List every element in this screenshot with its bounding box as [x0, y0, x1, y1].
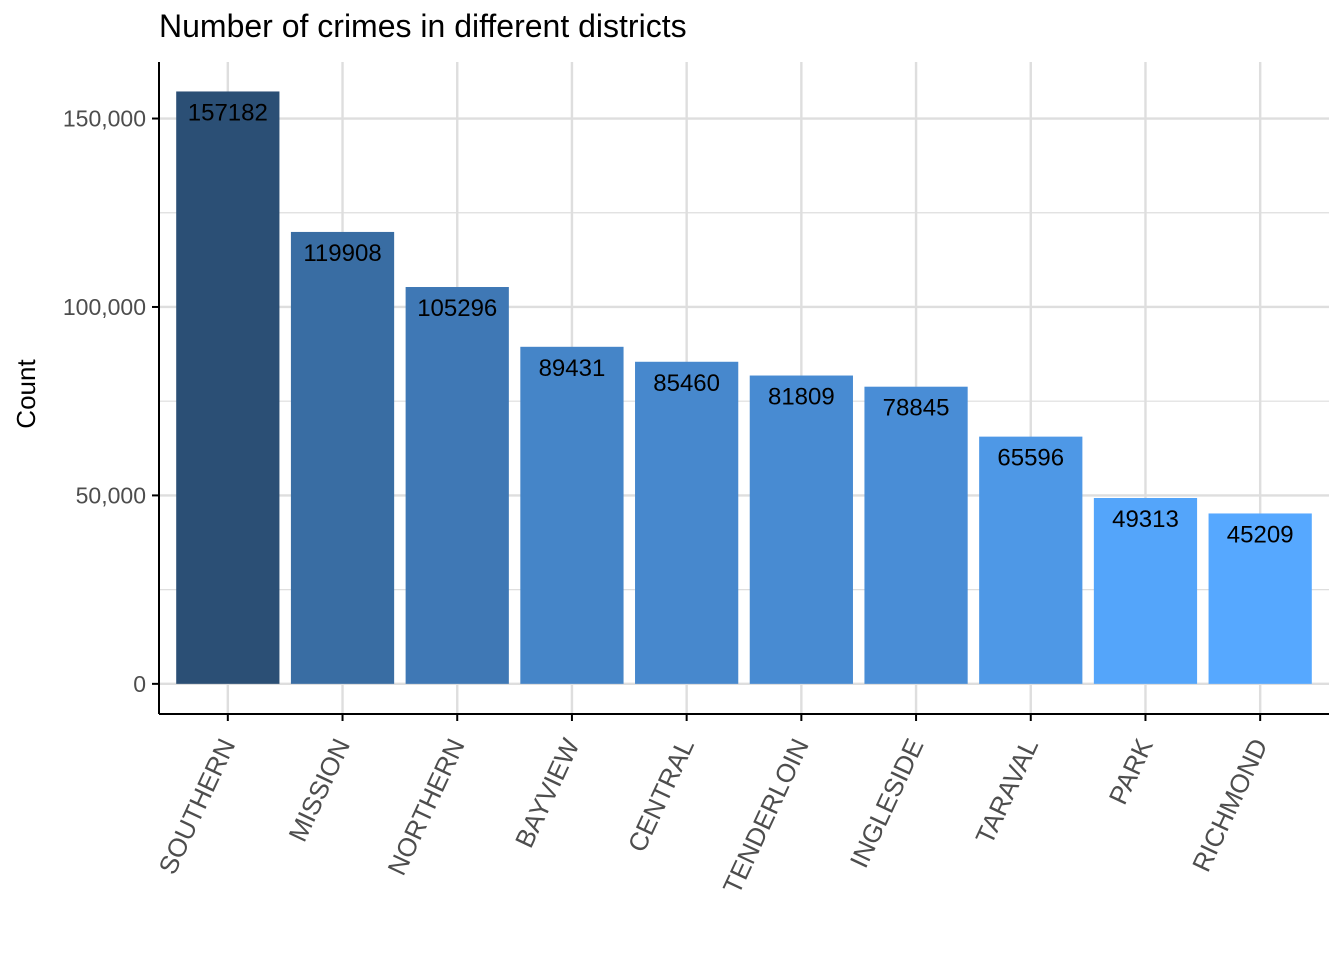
- bar-value-label: 78845: [883, 395, 950, 422]
- bar-value-label: 89431: [539, 355, 606, 382]
- chart-title: Number of crimes in different districts: [159, 8, 687, 44]
- x-tick-label-ingleside: INGLESIDE: [844, 734, 930, 872]
- x-tick-label-richmond: RICHMOND: [1186, 734, 1274, 876]
- x-tick-label-southern: SOUTHERN: [152, 734, 241, 879]
- x-tick-label-central: CENTRAL: [622, 734, 700, 857]
- bar-ingleside[interactable]: [864, 386, 968, 684]
- bar-value-label: 119908: [303, 240, 381, 267]
- bar-taraval[interactable]: [979, 436, 1083, 684]
- x-tick-label-northern: NORTHERN: [381, 734, 470, 880]
- y-tick-label: 150,000: [63, 106, 146, 132]
- x-tick-label-taraval: TARAVAL: [969, 734, 1044, 849]
- bar-value-label: 157182: [188, 99, 268, 126]
- bar-central[interactable]: [635, 361, 739, 684]
- bar-southern[interactable]: [176, 91, 280, 684]
- bar-value-label: 81809: [768, 384, 835, 411]
- x-tick-label-mission: MISSION: [282, 734, 356, 846]
- bar-value-label: 45209: [1227, 521, 1294, 548]
- x-tick-label-tenderloin: TENDERLOIN: [717, 734, 815, 899]
- bar-park[interactable]: [1093, 497, 1198, 684]
- bar-value-label: 85460: [653, 370, 720, 397]
- bar-value-label: 65596: [997, 445, 1064, 472]
- y-tick-label: 50,000: [76, 482, 146, 508]
- bar-richmond[interactable]: [1208, 513, 1312, 684]
- y-tick-label: 0: [133, 671, 146, 697]
- y-axis-title: Count: [11, 359, 41, 429]
- y-tick-label: 100,000: [63, 294, 146, 320]
- bar-northern[interactable]: [405, 287, 509, 684]
- bar-bayview[interactable]: [520, 346, 624, 684]
- bar-value-label: 105296: [417, 295, 497, 322]
- bar-value-label: 49313: [1112, 506, 1179, 533]
- bar-tenderloin[interactable]: [749, 375, 853, 684]
- x-tick-label-bayview: BAYVIEW: [509, 733, 586, 852]
- x-tick-label-park: PARK: [1103, 733, 1160, 809]
- bar-mission[interactable]: [290, 231, 395, 684]
